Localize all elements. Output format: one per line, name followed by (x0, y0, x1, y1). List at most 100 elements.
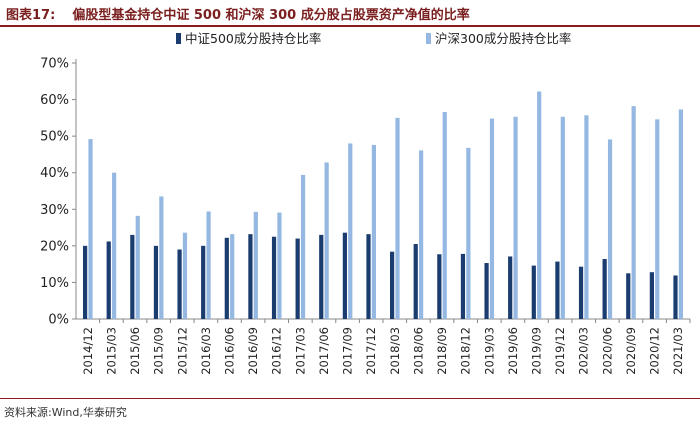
bar-csi500 (390, 251, 395, 319)
x-tick-label: 2019/03 (482, 327, 496, 375)
x-tick-label: 2016/12 (270, 327, 284, 375)
bar-csi300 (348, 143, 353, 319)
x-tick-label: 2019/06 (506, 327, 520, 375)
x-tick-label: 2015/12 (175, 327, 189, 375)
x-tick-label: 2018/09 (435, 327, 449, 375)
bar-csi500 (460, 253, 466, 319)
bar-csi500 (295, 238, 300, 319)
bar-csi500 (602, 259, 607, 319)
x-tick-label: 2019/09 (530, 327, 544, 375)
bar-csi300 (300, 174, 306, 319)
bar-csi500 (271, 236, 277, 319)
x-tick-label: 2016/09 (246, 327, 260, 375)
x-tick-label: 2020/12 (648, 327, 662, 375)
source-divider (0, 398, 700, 399)
source-note: 资料来源:Wind,华泰研究 (4, 406, 127, 419)
bar-csi500 (649, 272, 654, 319)
bar-csi500 (531, 265, 536, 319)
bar-csi300 (230, 234, 235, 319)
x-tick-label: 2017/03 (293, 327, 307, 375)
x-tick-label: 2015/09 (152, 327, 166, 375)
y-tick-label: 70% (40, 57, 69, 72)
x-axis: 2014/12 2015/03 2015/06 2015/09 2015/12 2016/… (76, 318, 691, 375)
legend-item-csi500-swatch (176, 33, 181, 44)
legend-item-csi300-label: 沪深300成分股持仓比率 (435, 31, 571, 46)
x-tick-label: 2020/03 (577, 327, 591, 375)
x-tick-label: 2019/12 (553, 327, 567, 375)
bar-csi300 (537, 91, 542, 319)
bar-csi500 (201, 245, 206, 319)
y-tick-label: 0% (48, 313, 69, 328)
bar-csi300 (206, 211, 211, 319)
x-tick-label: 2018/06 (411, 327, 425, 375)
bar-csi300 (513, 116, 518, 319)
bar-csi300 (419, 150, 424, 319)
bar-csi500 (130, 234, 135, 319)
bar-csi500 (508, 256, 513, 319)
x-tick-label: 2020/09 (624, 327, 638, 375)
bar-csi300 (678, 109, 683, 320)
bar-csi500 (578, 266, 584, 319)
x-tick-label: 2017/12 (364, 327, 378, 375)
title-divider (0, 25, 700, 27)
x-tick-label: 2016/03 (199, 327, 213, 375)
bar-csi300 (182, 232, 188, 319)
legend-item-csi300-swatch (426, 33, 431, 44)
bar-csi300 (607, 139, 613, 319)
bar-csi500 (437, 254, 442, 319)
y-axis: 0% 10% 20% 30% 40% 50% 60% 70% (40, 57, 77, 328)
x-tick-label: 2018/03 (388, 327, 402, 375)
bar-csi300 (253, 211, 258, 319)
y-tick-label: 50% (40, 130, 69, 145)
bar-csi300 (395, 117, 400, 319)
x-tick-label: 2016/06 (223, 327, 237, 375)
legend: 中证500成分股持仓比率 沪深300成分股持仓比率 (176, 31, 571, 46)
bar-csi300 (442, 112, 447, 320)
bar-csi500 (555, 261, 560, 319)
bar-csi300 (135, 215, 140, 319)
bar-csi500 (319, 234, 324, 319)
bar-csi300 (489, 118, 495, 320)
bar-csi300 (371, 144, 376, 319)
bar-csi500 (673, 275, 678, 319)
figure-label: 图表17: (6, 8, 56, 23)
bar-csi300 (88, 139, 93, 319)
bar-csi500 (83, 245, 88, 319)
y-tick-label: 10% (40, 276, 69, 291)
x-tick-label: 2018/12 (459, 327, 473, 375)
x-tick-label: 2020/06 (600, 327, 614, 375)
bar-csi500 (342, 232, 347, 319)
y-tick-label: 20% (40, 239, 69, 254)
bar-csi500 (153, 245, 159, 319)
bar-csi500 (626, 273, 631, 319)
bar-csi300 (655, 119, 660, 319)
x-tick-label: 2015/06 (128, 327, 142, 375)
bar-chart: 0%10%20%30%40%50%60%70% 2014/12 2015/03 20… (40, 31, 691, 375)
bars-group (83, 91, 683, 320)
bar-csi300 (112, 172, 117, 319)
bar-csi500 (106, 241, 111, 319)
y-tick-label: 30% (40, 203, 69, 218)
figure-header: 图表17: 偏股型基金持仓中证 500 和沪深 300 成分股占股票资产净值的比… (0, 0, 700, 27)
bar-csi500 (248, 234, 253, 319)
bar-csi300 (324, 162, 329, 319)
bar-csi500 (366, 234, 371, 319)
x-tick-label: 2021/03 (671, 327, 685, 375)
bar-csi300 (631, 106, 636, 319)
bar-csi300 (584, 115, 589, 319)
legend-item-csi500-label: 中证500成分股持仓比率 (185, 31, 321, 46)
bar-csi300 (277, 212, 282, 319)
bar-csi500 (413, 244, 418, 319)
bar-csi300 (466, 147, 471, 319)
x-tick-label: 2015/03 (104, 327, 118, 375)
bar-csi500 (224, 237, 229, 319)
x-tick-label: 2017/09 (341, 327, 355, 375)
x-tick-label: 2017/06 (317, 327, 331, 375)
bar-csi300 (159, 196, 164, 319)
y-tick-label: 40% (40, 166, 69, 181)
x-tick-label: 2014/12 (81, 327, 95, 375)
bar-csi300 (560, 116, 565, 319)
figure-title: 偏股型基金持仓中证 500 和沪深 300 成分股占股票资产净值的比率 (72, 8, 470, 23)
bar-csi500 (484, 263, 489, 319)
bar-csi500 (177, 249, 182, 319)
